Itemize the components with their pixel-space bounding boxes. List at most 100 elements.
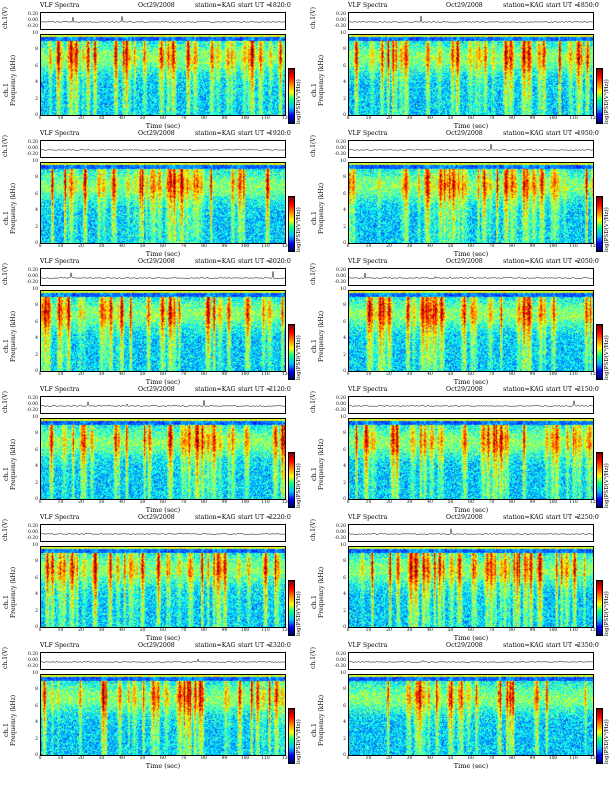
spec-ylabel-channel: ch.1	[2, 466, 10, 481]
spec-xtick: 10	[57, 372, 64, 377]
spec-ylabel-channel: ch.1	[310, 210, 318, 225]
spectrogram-canvas	[349, 419, 593, 499]
spec-xtick: 30	[406, 116, 413, 121]
spec-ylabel: Frequency (kHz)	[318, 694, 325, 746]
wave-ytick: 0.00	[27, 530, 38, 535]
spec-xtick: 0	[346, 244, 350, 249]
spectra-panel: VLF Spectra Oct29/2008 station=KAG start UT…	[0, 514, 302, 642]
spectrogram-plot	[40, 34, 286, 116]
spec-xtick: 120	[589, 116, 599, 121]
panel-header: VLF Spectra Oct29/2008 station=KAG start UT…	[348, 258, 599, 268]
spec-ytick: 0	[35, 241, 38, 246]
spec-xtick: 20	[78, 500, 84, 505]
spec-xtick: 50	[447, 244, 454, 249]
spectra-panel: VLF Spectra Oct29/2008 station=KAG start UT…	[308, 2, 610, 130]
spec-xtick: 30	[98, 756, 105, 761]
spectra-panel: VLF Spectra Oct29/2008 station=KAG start UT…	[308, 130, 610, 258]
spec-ytick: 4	[35, 464, 38, 470]
colorbar-label: log(PSD(V²/Hz))	[296, 591, 302, 636]
spec-xtick: 10	[365, 116, 372, 121]
spectrogram-canvas	[41, 291, 285, 371]
spec-ytick: 0	[35, 113, 38, 118]
spec-xtick: 110	[569, 372, 578, 377]
waveform-plot	[40, 524, 286, 542]
spectrogram-plot	[348, 162, 594, 244]
spec-ytick: 8	[343, 431, 346, 437]
spec-ylabel: Frequency (kHz)	[10, 54, 17, 106]
spec-xtick: 10	[57, 628, 64, 633]
panel-title: VLF Spectra	[348, 258, 388, 265]
wave-ytick: 0.00	[335, 530, 346, 535]
waveform-trace	[349, 15, 594, 23]
spec-xtick: 120	[589, 756, 599, 761]
spec-ytick: 0	[343, 113, 346, 118]
spec-xtick: 20	[78, 372, 84, 377]
spec-ytick: 10	[32, 671, 38, 676]
panel-date: Oct29/2008	[138, 386, 175, 393]
spec-xlabel: Time (sec)	[453, 378, 489, 386]
wave-ytick: 0.00	[27, 146, 38, 151]
wave-ytick: -0.20	[334, 24, 346, 29]
waveform-line	[349, 659, 594, 663]
waveform-plot	[348, 652, 594, 670]
spectrogram-canvas	[349, 291, 593, 371]
waveform-trace	[41, 658, 286, 663]
spec-xtick: 70	[180, 628, 187, 633]
panel-date: Oct29/2008	[138, 514, 175, 521]
spec-ylabel: Frequency (kHz)	[10, 694, 17, 746]
spec-ytick: 8	[343, 47, 346, 53]
spec-xtick: 110	[261, 116, 270, 121]
wave-ylabel: ch.1(V)	[2, 391, 9, 413]
colorbar	[596, 196, 603, 252]
spec-xtick: 60	[468, 372, 474, 377]
spec-xtick: 50	[139, 628, 146, 633]
spec-xtick: 80	[509, 372, 515, 377]
panel-start-prefix: start UT =	[546, 386, 580, 393]
spec-ylabel-channel: ch.1	[2, 338, 10, 353]
spec-xtick: 100	[548, 500, 558, 505]
wave-ytick: 0.20	[335, 140, 346, 145]
panel-title: VLF Spectra	[40, 130, 80, 137]
waveform-line	[349, 144, 594, 151]
spec-xtick: 110	[261, 372, 270, 377]
wave-ytick: 0.00	[27, 658, 38, 663]
spec-ytick: 8	[35, 687, 38, 693]
spec-ylabel: Frequency (kHz)	[318, 438, 325, 490]
panel-title: VLF Spectra	[348, 386, 388, 393]
spec-ytick: 2	[343, 480, 346, 486]
spec-xtick: 90	[221, 116, 228, 121]
spectrogram-canvas	[349, 35, 593, 115]
wave-ytick: 0.00	[335, 18, 346, 23]
wave-ytick: 0.20	[335, 524, 346, 529]
spec-xtick: 70	[488, 756, 495, 761]
spec-xlabel: Time (sec)	[453, 634, 489, 642]
spectrogram-canvas	[41, 419, 285, 499]
spectrogram-plot	[348, 34, 594, 116]
spec-ylabel-channel: ch.1	[2, 722, 10, 737]
spec-xtick: 80	[201, 756, 207, 761]
panel-start-ut: 2150:0	[577, 386, 599, 393]
spec-xtick: 50	[447, 500, 454, 505]
panel-title: VLF Spectra	[40, 514, 80, 521]
wave-ytick: -0.20	[26, 408, 38, 413]
waveform-line	[41, 16, 286, 23]
wave-ytick: 0.20	[27, 12, 38, 17]
colorbar	[596, 324, 603, 380]
spec-ytick: 0	[35, 497, 38, 502]
panel-title: VLF Spectra	[348, 514, 388, 521]
spec-ytick: 2	[35, 480, 38, 486]
spec-ytick: 6	[343, 191, 346, 197]
spec-ytick: 6	[343, 703, 346, 709]
wave-ytick: -0.20	[26, 536, 38, 541]
spec-ytick: 10	[340, 543, 346, 548]
panel-station: station=KAG	[195, 2, 236, 9]
colorbar	[288, 196, 295, 252]
colorbar-label: log(PSD(V²/Hz))	[296, 719, 302, 764]
spec-xtick: 100	[240, 756, 250, 761]
spec-xtick: 80	[201, 628, 207, 633]
spec-xlabel: Time (sec)	[145, 634, 181, 642]
spec-xtick: 50	[447, 628, 454, 633]
spec-xtick: 90	[529, 756, 536, 761]
spec-ylabel: Frequency (kHz)	[318, 54, 325, 106]
spectrogram-plot	[40, 674, 286, 756]
